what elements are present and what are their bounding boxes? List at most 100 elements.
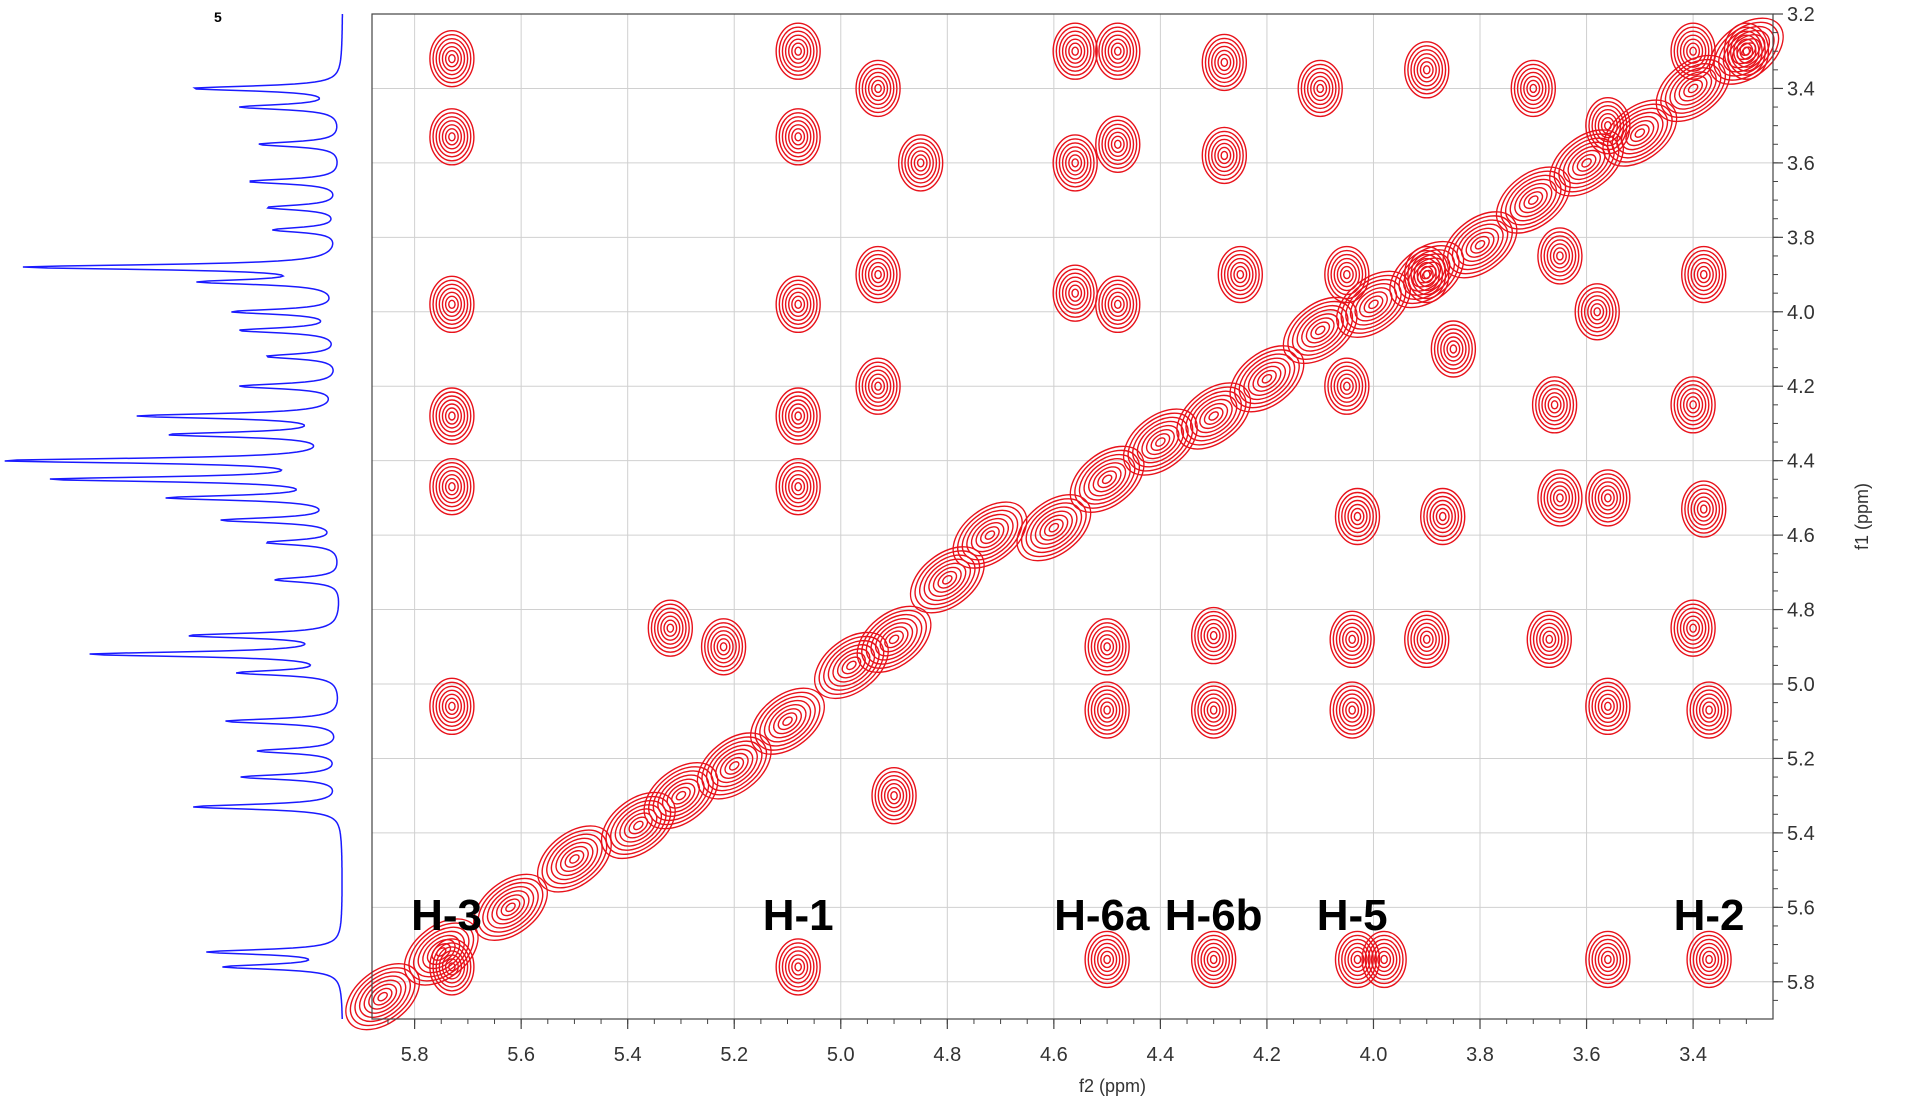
contour-ring [1214, 49, 1235, 76]
contour-ring [1526, 610, 1572, 669]
contour-ring [1155, 437, 1166, 447]
contour-ring [932, 566, 962, 593]
contour-ring [1526, 79, 1541, 98]
cross-peak [775, 275, 821, 334]
contour-ring [1673, 26, 1713, 76]
contour-ring [1211, 45, 1238, 80]
contour-ring [1699, 269, 1708, 280]
contour-ring [1558, 137, 1615, 189]
cross-peak [1670, 376, 1716, 434]
contour-ring [781, 283, 815, 326]
contour-ring [1543, 477, 1577, 519]
contour-ring [832, 648, 871, 683]
contour-ring [438, 950, 466, 984]
contour-ring [1699, 504, 1708, 514]
contour-ring [1670, 376, 1716, 434]
contour-ring [1350, 950, 1365, 969]
diagonal-peak [345, 962, 421, 1031]
contour-ring [1197, 689, 1231, 731]
cross-peak [1585, 96, 1631, 155]
contour-ring [1113, 139, 1122, 149]
contour-ring [1090, 689, 1124, 731]
cross-peak [1329, 681, 1375, 739]
contour-ring [564, 849, 585, 868]
contour-ring [957, 505, 1023, 565]
contour-ring [1446, 340, 1461, 358]
contour-ring [1341, 495, 1374, 538]
contour-ring [1052, 134, 1098, 192]
contour-ring [441, 403, 463, 429]
contour-ring [1581, 158, 1592, 168]
y-axis-title: f1 (ppm) [1852, 483, 1872, 550]
peak-label: H-3 [411, 891, 482, 940]
cross-peak [1201, 126, 1248, 185]
cross-peak [1585, 469, 1631, 527]
contour-ring [1058, 30, 1092, 72]
contour-ring [1204, 37, 1244, 88]
contour-ring [1505, 174, 1562, 226]
contour-ring [500, 898, 521, 917]
contour-ring [1585, 96, 1631, 155]
contour-ring [781, 946, 815, 988]
contour-ring [473, 873, 548, 942]
cross-peak [1052, 134, 1098, 192]
contour-ring [435, 946, 469, 988]
cross-peak [1329, 610, 1375, 669]
contour-ring [491, 890, 530, 925]
contour-ring [719, 642, 728, 652]
contour-ring [1096, 697, 1118, 723]
contour-ring [1540, 473, 1580, 523]
contour-ring [441, 124, 463, 150]
contour-ring [1404, 41, 1450, 99]
contour-ring [1440, 332, 1467, 366]
cross-peak [1430, 320, 1477, 378]
contour-ring [1098, 279, 1138, 330]
contour-ring [1078, 453, 1136, 505]
contour-ring [1197, 614, 1231, 657]
contour-ring [1604, 954, 1612, 965]
contour-ring [879, 626, 909, 653]
contour-ring [1705, 954, 1713, 965]
contour-ring [432, 279, 472, 330]
contour-ring [444, 49, 459, 68]
cross-peak [1334, 487, 1381, 546]
contour-ring [1443, 336, 1464, 362]
contour-ring [1223, 253, 1257, 296]
contour-ring [1297, 59, 1343, 118]
contour-ring [1233, 265, 1248, 284]
cross-peak [775, 387, 821, 445]
contour-ring [441, 45, 463, 72]
contour-ring [1552, 247, 1567, 265]
contour-ring [1234, 349, 1300, 409]
contour-ring [1713, 21, 1780, 81]
contour-ring [1693, 496, 1714, 522]
contour-ring [1676, 384, 1710, 426]
contour-ring [1576, 153, 1597, 172]
contour-ring [541, 829, 608, 889]
contour-ring [444, 128, 459, 146]
contour-ring [569, 854, 580, 864]
contour-ring [1532, 618, 1566, 661]
contour-ring [1438, 511, 1447, 522]
y-tick-label: 4.6 [1787, 525, 1815, 547]
contour-ring [788, 38, 809, 64]
contour-ring [1460, 227, 1500, 262]
contour-ring [696, 732, 772, 800]
diagonal-peak [1442, 211, 1518, 279]
cross-peak [1324, 245, 1370, 304]
contour-ring [794, 132, 803, 142]
contour-ring [901, 138, 941, 188]
contour-ring [966, 513, 1014, 557]
contour-ring [867, 75, 889, 102]
contour-ring [408, 922, 475, 982]
cross-peak [1681, 480, 1727, 538]
contour-ring [1422, 634, 1431, 645]
contour-ring [1629, 124, 1650, 143]
contour-ring [871, 766, 917, 825]
contour-ring [1199, 402, 1229, 430]
contour-ring [782, 716, 793, 727]
contour-ring [1550, 400, 1559, 410]
contour-ring [791, 958, 806, 976]
contour-ring [1597, 946, 1618, 973]
contour-ring [1363, 295, 1384, 314]
